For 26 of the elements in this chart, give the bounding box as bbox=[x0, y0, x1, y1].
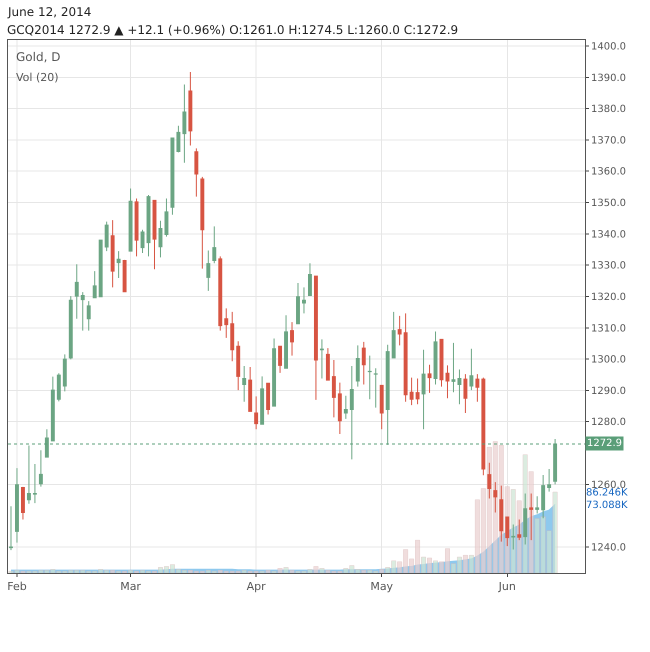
annotation: Gold, D bbox=[16, 50, 60, 64]
chart-title: June 12, 2014 bbox=[7, 5, 92, 19]
ref-line-label: 1272.9 bbox=[587, 438, 622, 449]
y-tick-label: 1320.0 bbox=[591, 292, 626, 303]
y-tick-label: 1370.0 bbox=[591, 135, 626, 146]
x-tick-label: Jun bbox=[498, 580, 516, 594]
x-tick-label: May bbox=[370, 580, 394, 594]
y-tick-label: 1400.0 bbox=[591, 41, 626, 52]
x-tick-label: Feb bbox=[7, 580, 27, 594]
annotation: Vol (20) bbox=[16, 71, 59, 84]
y-tick-label: 1360.0 bbox=[591, 166, 626, 178]
y2-tick-label: 86.246K bbox=[586, 488, 628, 498]
chart-subtitle: GCQ2014 1272.9 ▲ +12.1 (+0.96%) O:1261.0 H:1274.5 L:1260.0 C:1272.9 bbox=[7, 23, 458, 37]
x-tick-label: Mar bbox=[120, 580, 142, 594]
y-tick-label: 1330.0 bbox=[591, 260, 626, 272]
y-tick-label: 1240.0 bbox=[591, 542, 626, 554]
y-tick-label: 1350.0 bbox=[591, 198, 626, 210]
y-tick-label: 1340.0 bbox=[591, 229, 626, 240]
x-tick-label: Apr bbox=[246, 580, 266, 594]
y-tick-label: 1290.0 bbox=[591, 386, 626, 397]
y-tick-label: 1380.0 bbox=[591, 104, 626, 116]
y2-tick-label: 73.088K bbox=[586, 500, 628, 511]
y-tick-label: 1390.0 bbox=[591, 72, 626, 84]
y-tick-label: 1310.0 bbox=[591, 323, 626, 334]
y-tick-label: 1300.0 bbox=[591, 354, 626, 366]
y-tick-label: 1280.0 bbox=[591, 417, 626, 428]
